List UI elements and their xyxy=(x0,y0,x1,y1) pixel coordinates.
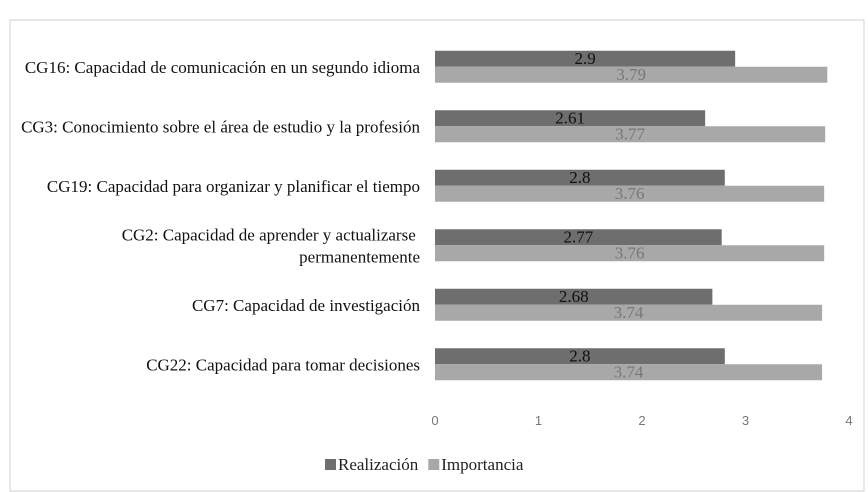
value-label: 2.8 xyxy=(569,346,590,365)
value-label: 3.76 xyxy=(615,184,645,203)
bar xyxy=(435,110,706,127)
legend-swatch xyxy=(325,459,336,470)
category-label: CG19: Capacidad para organizar y planifi… xyxy=(47,177,420,196)
bar xyxy=(435,304,823,321)
bar xyxy=(435,364,823,381)
bar xyxy=(435,169,725,186)
value-label: 2.8 xyxy=(569,168,590,187)
legend-swatch xyxy=(428,459,440,470)
category-label: CG7: Capacidad de investigación xyxy=(192,296,421,315)
value-label: 2.61 xyxy=(555,108,585,127)
bar xyxy=(435,245,825,262)
x-tick-label: 3 xyxy=(742,413,749,428)
value-label: 3.74 xyxy=(614,362,644,381)
value-label: 2.77 xyxy=(563,227,593,246)
bar xyxy=(435,229,722,246)
value-label: 3.74 xyxy=(614,303,644,322)
legend-label: Realización xyxy=(338,455,419,474)
value-label: 3.77 xyxy=(615,124,645,143)
bar xyxy=(435,50,736,67)
x-tick-label: 0 xyxy=(431,413,438,428)
x-tick-label: 2 xyxy=(638,413,645,428)
value-label: 3.79 xyxy=(616,65,646,84)
value-label: 2.9 xyxy=(574,49,595,68)
legend-label: Importancia xyxy=(441,455,524,474)
bar xyxy=(435,348,725,365)
category-label: CG22: Capacidad para tomar decisiones xyxy=(146,355,420,374)
category-label: CG3: Conocimiento sobre el área de estud… xyxy=(21,117,420,136)
category-label: CG2: Capacidad de aprender y actualizars… xyxy=(122,225,420,266)
bar xyxy=(435,126,826,143)
bar xyxy=(435,66,828,83)
bar xyxy=(435,185,825,202)
bar xyxy=(435,288,713,305)
value-label: 2.68 xyxy=(559,287,589,306)
x-tick-label: 4 xyxy=(845,413,852,428)
x-tick-label: 1 xyxy=(535,413,542,428)
value-label: 3.76 xyxy=(615,243,645,262)
category-label: CG16: Capacidad de comunicación en un se… xyxy=(25,58,421,77)
